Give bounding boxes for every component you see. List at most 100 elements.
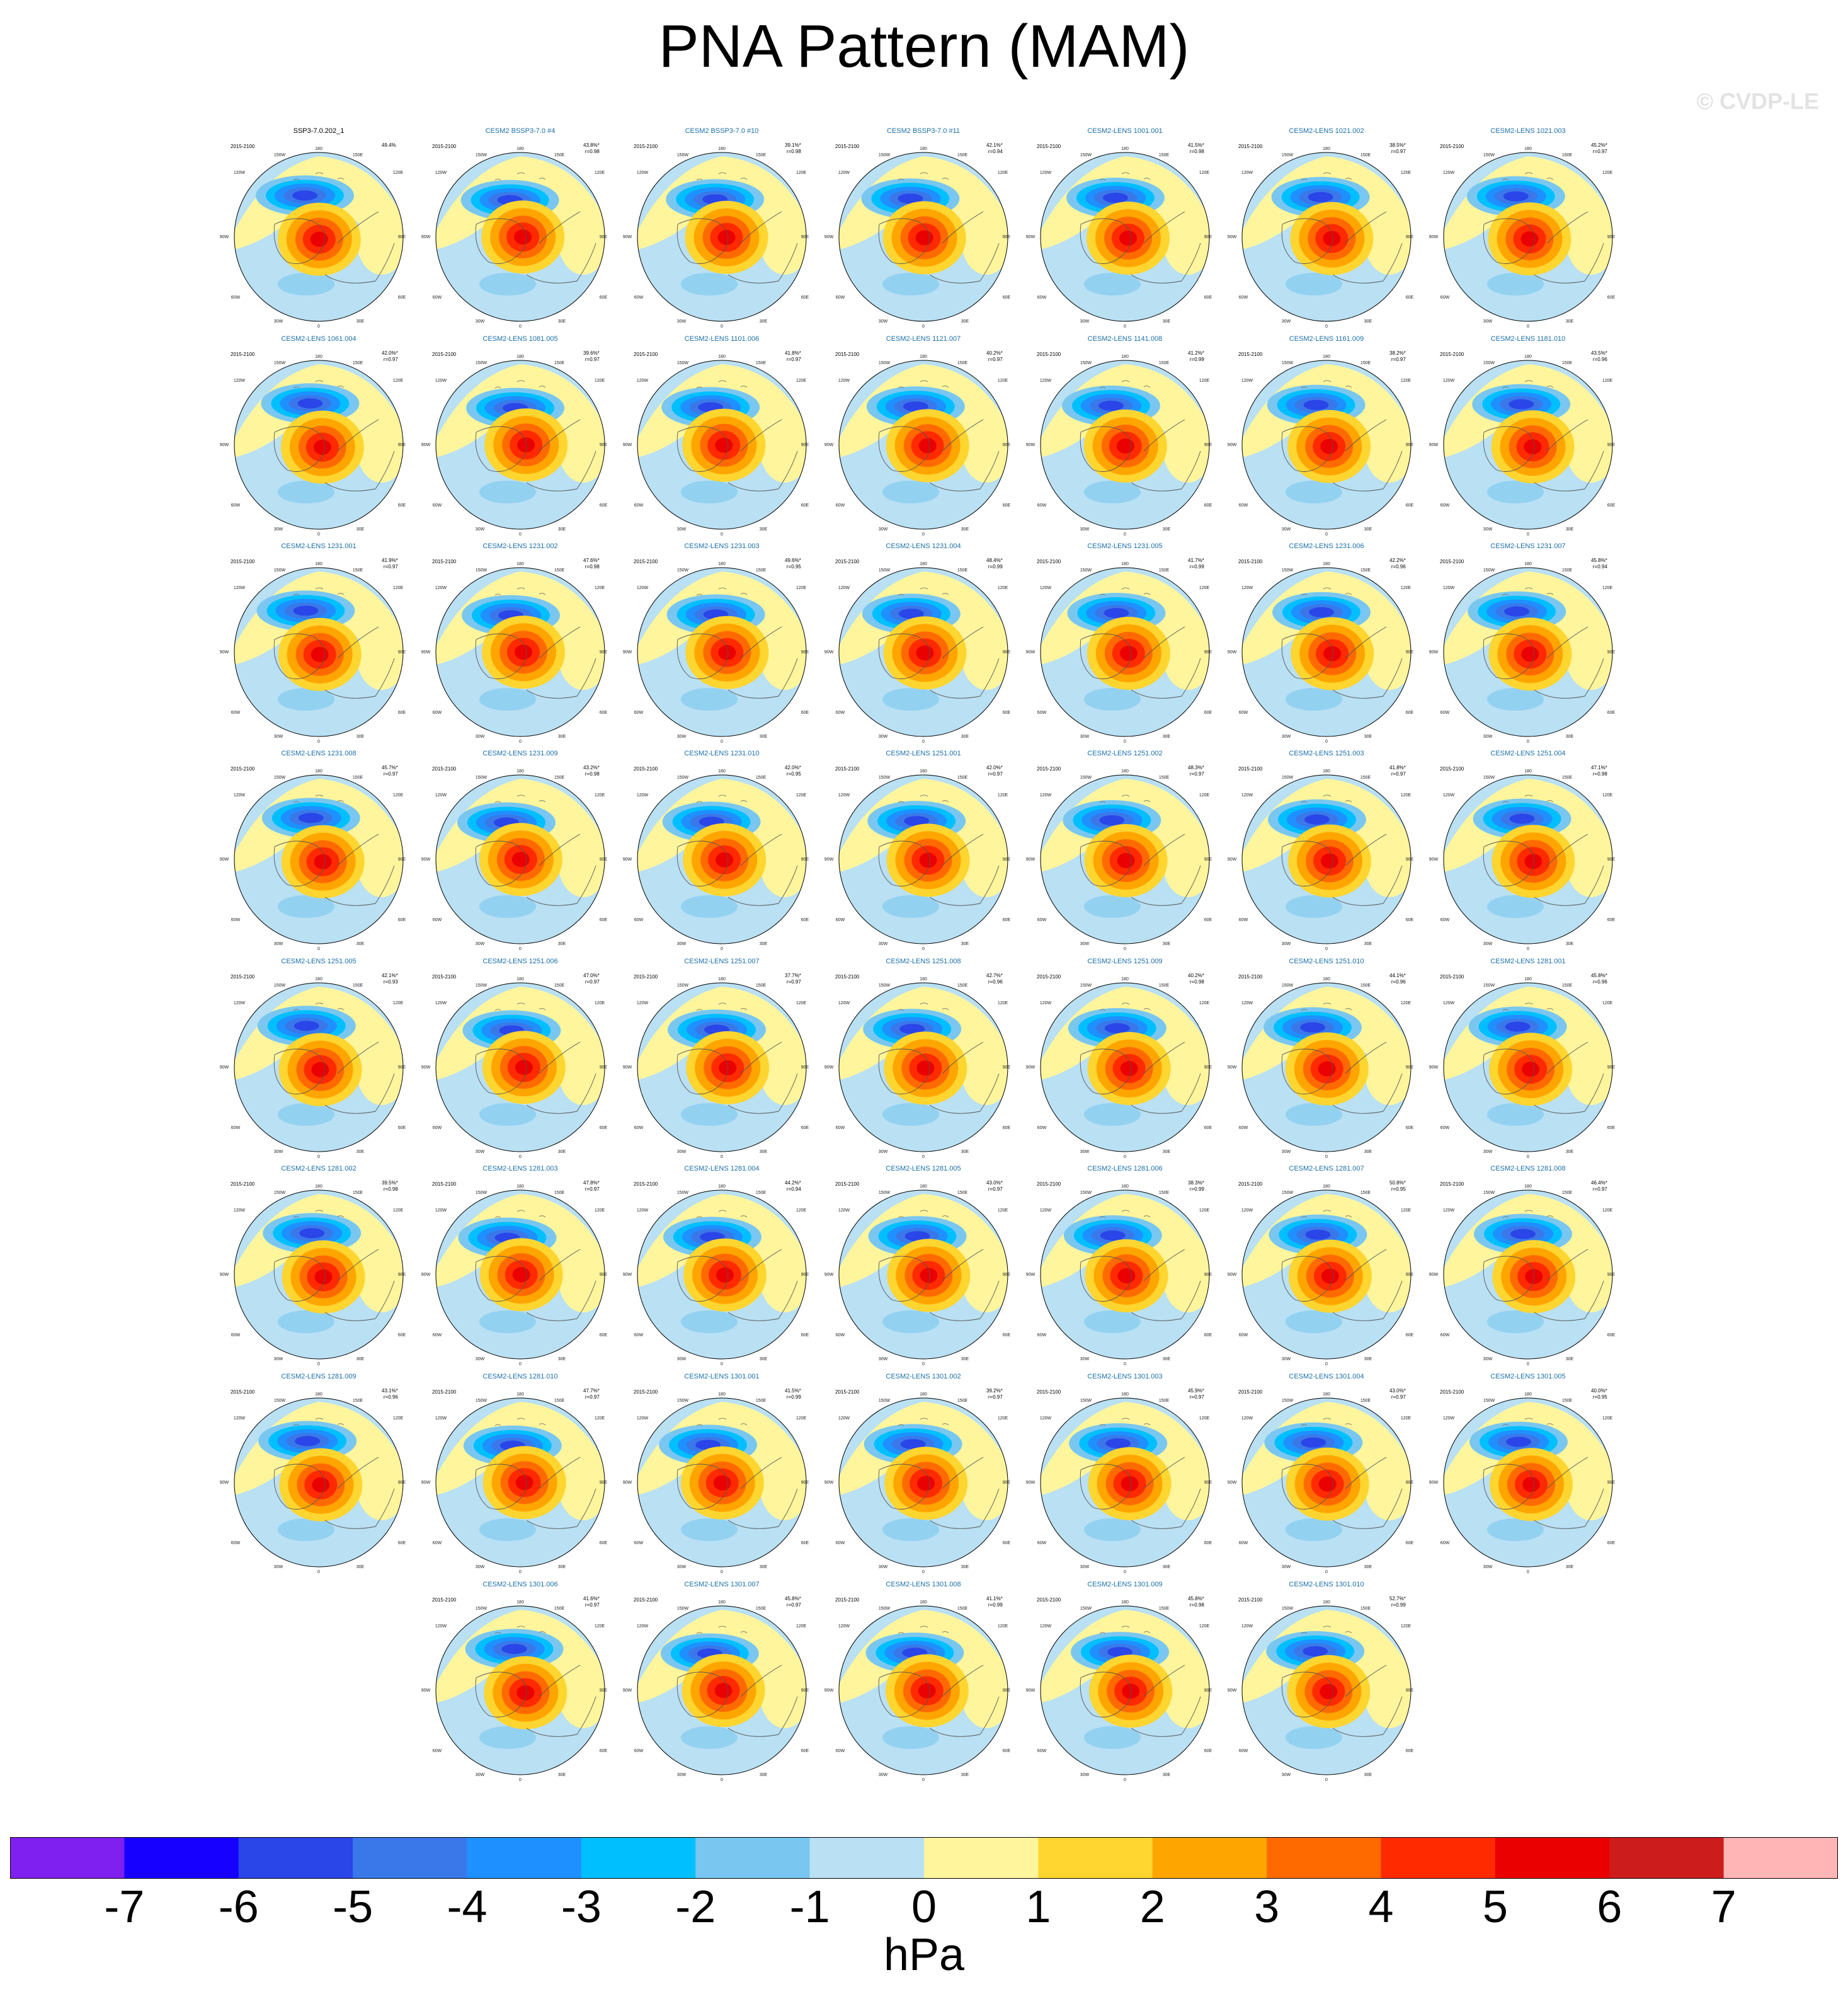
panel-pattern-corr: r=0.97 <box>988 357 1003 362</box>
lon-label: 120E <box>393 1208 404 1213</box>
positive-band <box>637 1402 806 1508</box>
lon-label: 90W <box>824 650 834 655</box>
coastline-north-america <box>1281 1256 1333 1302</box>
lon-label: 180 <box>1524 1184 1532 1189</box>
lon-label: 120W <box>838 586 850 590</box>
coastline-eurasia <box>324 1249 395 1321</box>
lon-label: 60W <box>1239 711 1248 715</box>
lon-label: 180 <box>1323 977 1330 982</box>
lon-label: 120W <box>637 1416 649 1421</box>
panel-period: 2015-2100 <box>1440 352 1464 357</box>
negative-contour-5 <box>1099 815 1125 825</box>
negative-contour-5 <box>904 1231 930 1242</box>
negative-region-south <box>1487 688 1544 711</box>
lon-label: 180 <box>315 769 322 774</box>
lon-label: 180 <box>718 769 726 774</box>
lon-label: 180 <box>718 1600 726 1605</box>
map-border <box>838 1605 1008 1775</box>
positive-contour-5 <box>1116 438 1134 454</box>
lon-label: 90W <box>220 1481 229 1485</box>
lon-label: 30W <box>677 527 687 532</box>
positive-contour-5 <box>1323 646 1342 662</box>
panel-variance-pct: 43.0%* <box>986 1180 1003 1186</box>
panel-variance-pct: 44.2%* <box>785 1180 801 1186</box>
lon-label: 30E <box>558 1150 566 1154</box>
panel-variance-pct: 41.5%* <box>1188 142 1204 148</box>
panel-pattern-corr: r=0.98 <box>1189 1602 1204 1608</box>
lon-label: 60W <box>836 918 845 922</box>
lon-label: 120W <box>435 1416 447 1421</box>
map-panel: CESM2-LENS 1301.001 2015-2100 41.5%* r=0.99… <box>623 1369 816 1574</box>
lon-label: 60W <box>433 295 442 300</box>
colorbar-swatch <box>1381 1837 1496 1879</box>
lon-label: 150W <box>1282 776 1294 780</box>
coastline-north-america <box>1080 1256 1132 1302</box>
lon-label: 150E <box>1562 1191 1573 1195</box>
lon-label: 150W <box>879 153 891 158</box>
lon-label: 0 <box>1325 1570 1328 1574</box>
lon-label: 180 <box>718 562 726 566</box>
lon-label: 30E <box>1364 735 1372 739</box>
lon-label: 90W <box>623 235 632 239</box>
panel-title: CESM2-LENS 1251.001 <box>886 750 961 757</box>
lon-label: 150E <box>756 1191 767 1195</box>
coastline-eurasia <box>929 1665 1000 1737</box>
panel-pattern-corr: r=0.94 <box>988 149 1003 154</box>
lon-label: 90W <box>421 1273 431 1277</box>
map-border <box>1241 1189 1412 1360</box>
lon-label: 180 <box>516 1392 524 1397</box>
coastline-fragments <box>293 587 345 596</box>
lon-label: 120E <box>796 586 807 590</box>
colorbar-tick-label: 3 <box>1254 1882 1280 1932</box>
map-border <box>1040 152 1210 322</box>
lon-label: 120W <box>1241 793 1253 798</box>
colorbar-swatch <box>1723 1837 1838 1879</box>
lon-label: 30E <box>760 942 768 946</box>
lon-label: 120E <box>998 379 1008 383</box>
lon-label: 150E <box>353 983 363 988</box>
coastline-eurasia <box>324 1457 395 1529</box>
negative-region-south <box>882 895 939 918</box>
map-panel: CESM2-LENS 1301.002 2015-2100 39.2%* r=0.97… <box>824 1369 1018 1574</box>
lon-label: 60E <box>1607 1333 1616 1338</box>
lon-label: 150E <box>1159 983 1170 988</box>
panel-pattern-corr: r=0.97 <box>1592 1186 1607 1192</box>
lon-label: 90E <box>801 1065 809 1070</box>
lon-label: 150W <box>1080 361 1092 365</box>
panel-pattern-corr: r=0.99 <box>1189 1186 1204 1192</box>
coastline-eurasia <box>526 626 596 699</box>
lon-label: 30E <box>1566 735 1574 739</box>
coastline-north-america <box>1281 840 1333 886</box>
lon-label: 90W <box>824 1273 834 1277</box>
lon-label: 90W <box>220 1065 229 1070</box>
lon-label: 150W <box>1483 568 1495 573</box>
positive-region-east <box>961 1036 1008 1105</box>
panel-period: 2015-2100 <box>835 1597 860 1603</box>
colorbar-swatch <box>581 1837 696 1879</box>
panel-title: CESM2-LENS 1081.005 <box>482 335 558 343</box>
lon-label: 60W <box>231 503 241 508</box>
panel-stats: 44.2%* r=0.94 <box>785 1180 801 1193</box>
positive-band <box>637 571 806 677</box>
panel-stats: 50.8%* r=0.95 <box>1389 1180 1406 1193</box>
panel-title: CESM2-LENS 1281.005 <box>886 1165 961 1172</box>
lon-label: 60W <box>836 1126 845 1130</box>
lon-label: 120E <box>1199 1001 1210 1006</box>
panel-stats: 41.8%* r=0.97 <box>1389 765 1406 777</box>
coastline-north-america <box>878 840 930 886</box>
panel-stats: 39.5%* r=0.98 <box>382 1180 398 1193</box>
panel-variance-pct: 43.2%* <box>583 765 600 771</box>
map-border <box>435 1397 605 1567</box>
map-border <box>435 152 605 322</box>
panel-pattern-corr: r=0.96 <box>1592 357 1607 362</box>
positive-region-east <box>356 413 403 483</box>
positive-region-east <box>760 413 806 483</box>
panel-variance-pct: 43.8%* <box>583 142 600 148</box>
positive-contour-5 <box>918 1683 936 1699</box>
